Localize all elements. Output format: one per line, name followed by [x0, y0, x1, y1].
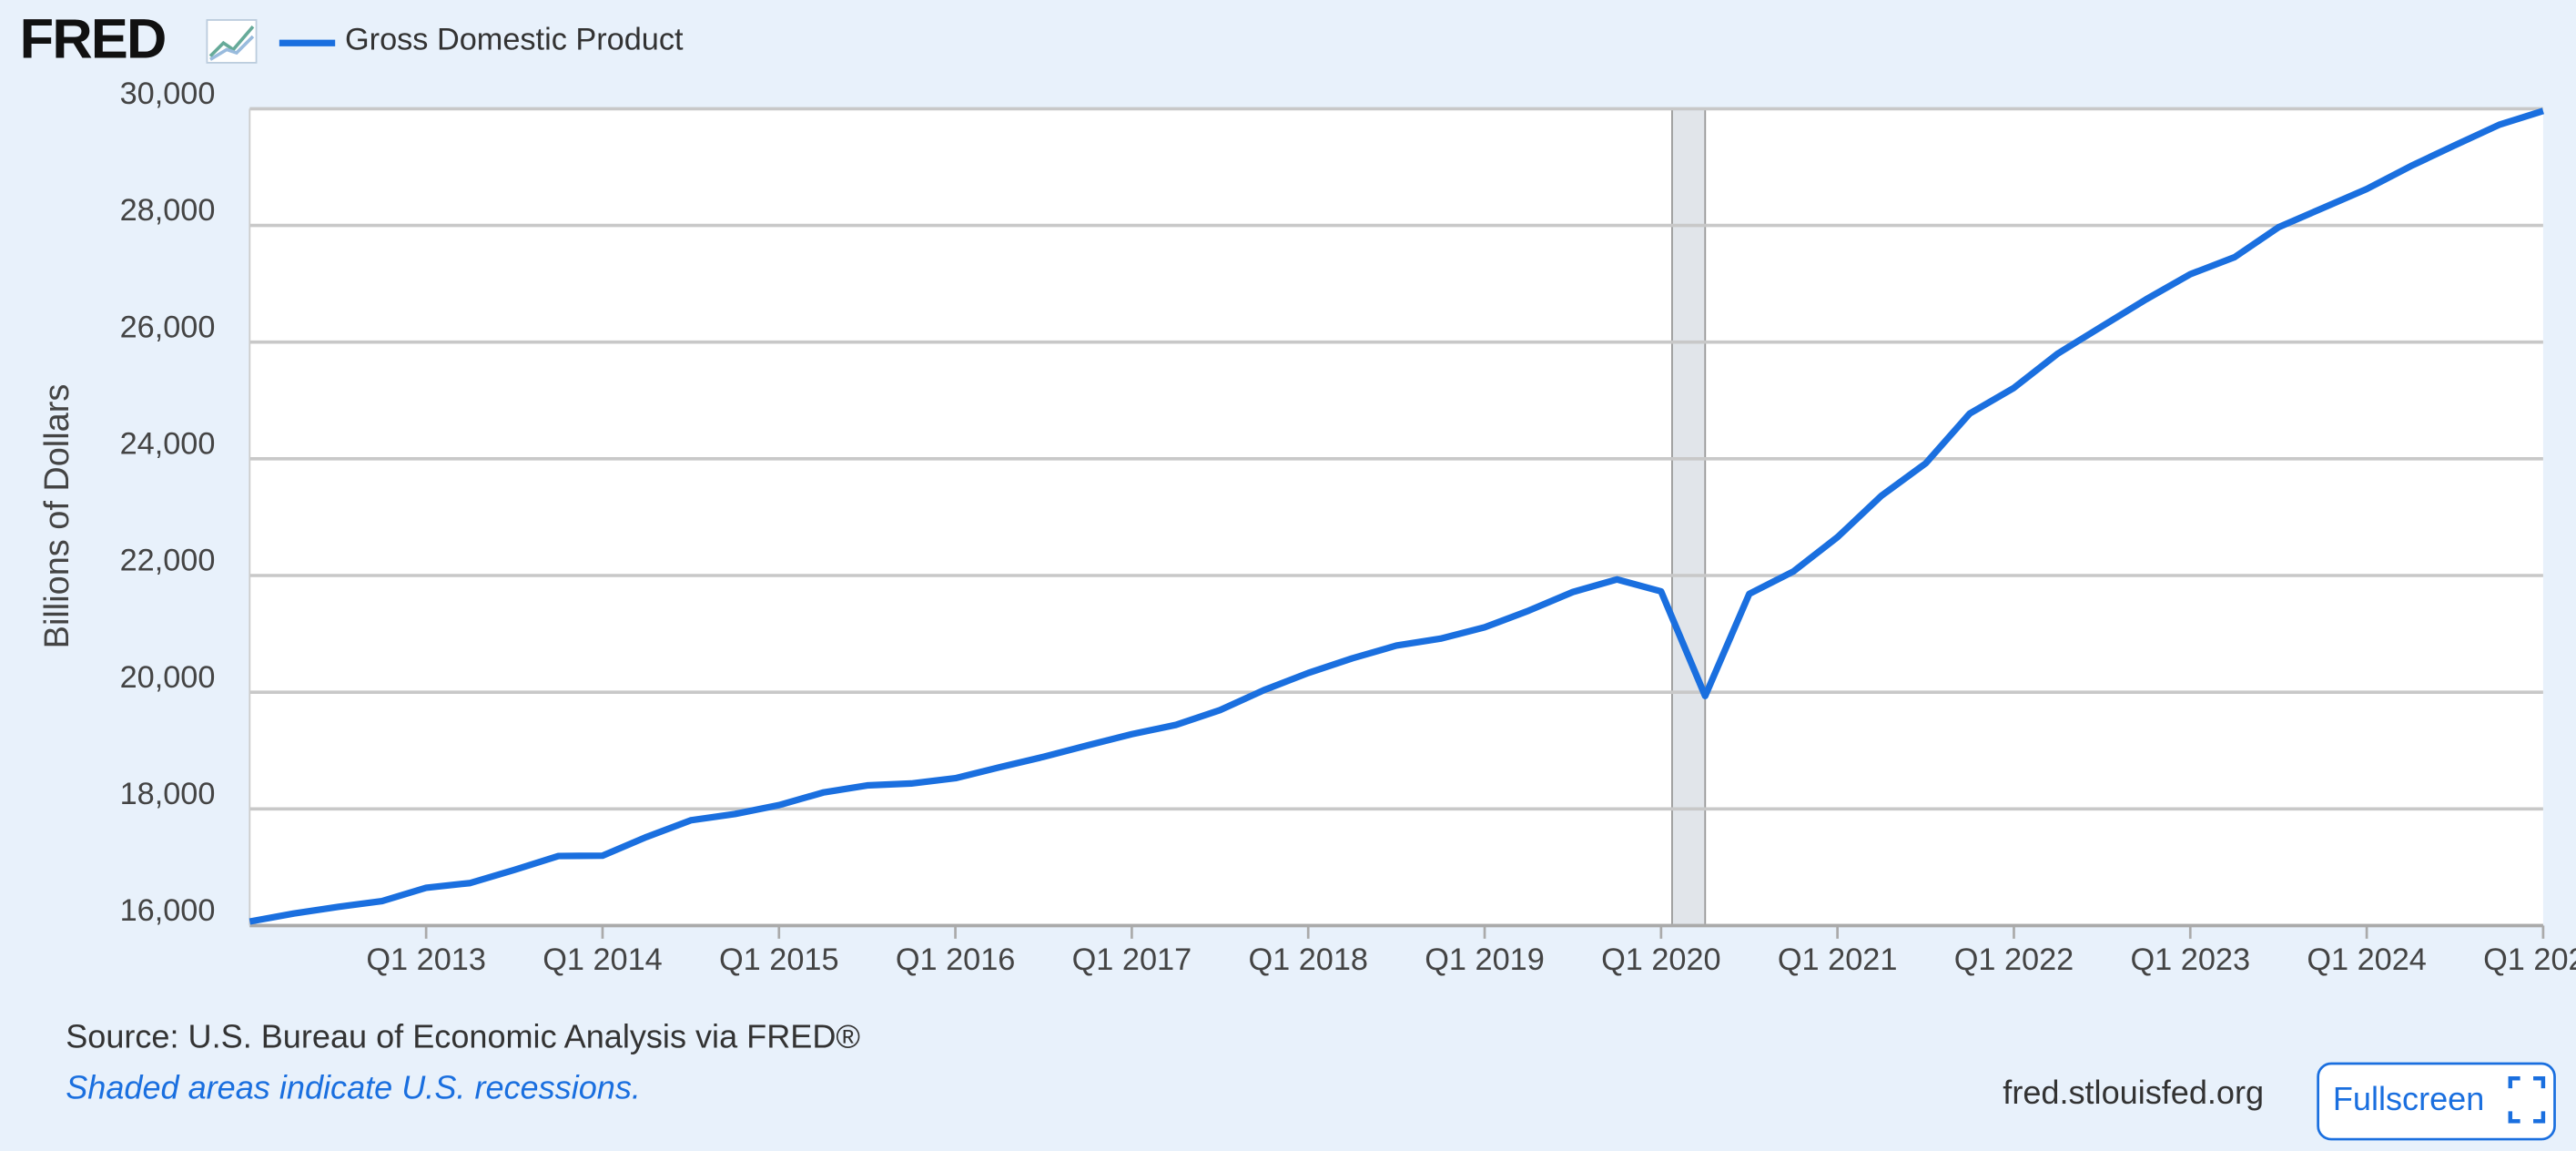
x-tick-label: Q1 2022	[1954, 942, 2074, 977]
y-tick-label: 20,000	[120, 660, 216, 695]
button-frame[interactable]	[2317, 1062, 2556, 1141]
logo-icon	[206, 19, 258, 64]
data-line	[248, 107, 2544, 925]
button-icon[interactable]	[2508, 1076, 2546, 1124]
y-tick-label: 30,000	[120, 76, 216, 111]
y-axis-label: Billions of Dollars	[38, 384, 76, 649]
y-tick-label: 28,000	[120, 193, 216, 228]
recession-note: Shaded areas indicate U.S. recessions.	[66, 1068, 641, 1105]
x-tick-label: Q1 2017	[1072, 942, 1192, 977]
x-tick-label: Q1 2024	[2307, 942, 2427, 977]
x-tick-label: Q1 2013	[366, 942, 486, 977]
x-tick-label: Q1 2014	[543, 942, 663, 977]
button-label[interactable]: Fullscreen	[2333, 1080, 2484, 1117]
y-tick-label: 26,000	[120, 310, 216, 344]
x-tick-label: Q1 2016	[896, 942, 1016, 977]
legend-label: Gross Domestic Product	[345, 22, 684, 56]
source: Source: U.S. Bureau of Economic Analysis…	[66, 1017, 860, 1054]
recession-shade	[1671, 107, 1707, 927]
y-tick-label: 18,000	[120, 777, 216, 811]
logo: FRED	[20, 7, 166, 70]
y-tick-label: 22,000	[120, 544, 216, 578]
fullscreen-button[interactable]: Fullscreen	[2317, 1062, 2556, 1141]
x-tick-label: Q1 2019	[1425, 942, 1545, 977]
x-tick-label: Q1 2020	[1601, 942, 1721, 977]
site-link[interactable]: fred.stlouisfed.org	[2003, 1074, 2264, 1111]
x-tick-label: Q1 2023	[2131, 942, 2251, 977]
x-tick-label: Q1 2018	[1248, 942, 1368, 977]
x-tick-label: Q1 2025	[2483, 942, 2576, 977]
plot-area	[249, 108, 2543, 926]
y-tick-label: 24,000	[120, 426, 216, 461]
x-tick-label: Q1 2015	[719, 942, 839, 977]
y-tick-label: 16,000	[120, 893, 216, 928]
x-tick-label: Q1 2021	[1778, 942, 1898, 977]
